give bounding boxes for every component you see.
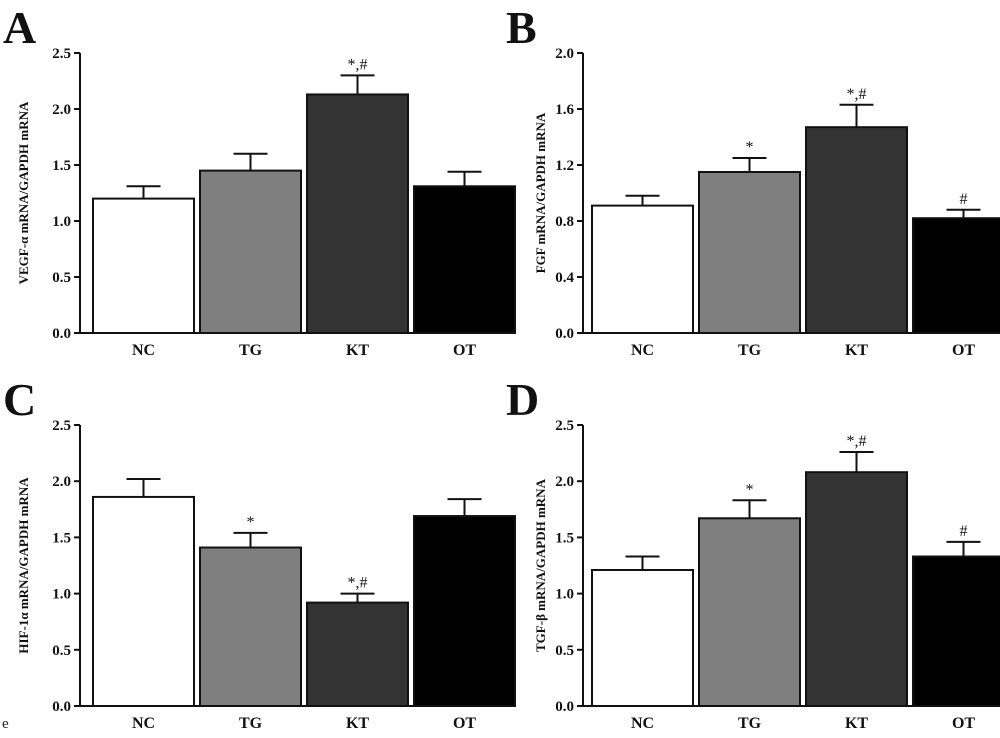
bar-nc [92, 495, 195, 707]
y-tick-label: 0.0 [52, 699, 71, 715]
significance-label-kt: *,# [847, 86, 867, 103]
stray-mark: e [2, 716, 9, 732]
y-tick-label: 0.5 [555, 643, 574, 659]
y-axis-title: HIF-1α mRNA/GAPDH mRNA [16, 477, 31, 654]
x-tick-label-tg: TG [738, 715, 762, 732]
panel-d: D 0.0 0.5 1.0 1.5 2.0 2.5 TGF-β mRNA/GAPDH mRNA… [506, 374, 1000, 732]
bar-ot [413, 515, 516, 707]
bar-tg [199, 169, 302, 334]
y-tick-label: 1.5 [555, 530, 574, 546]
y-tick-label: 1.0 [555, 587, 574, 603]
x-tick-label-nc: NC [631, 342, 654, 359]
bar-kt [306, 93, 409, 334]
x-tick-label-ot: OT [952, 715, 975, 732]
x-tick-label-tg: TG [239, 342, 263, 359]
y-tick-label: 2.0 [555, 474, 574, 490]
panel-c: C 0.0 0.5 1.0 1.5 2.0 2.5 HIF-1α mRNA/GAPDH mRN… [3, 374, 516, 732]
bar-nc [591, 568, 694, 707]
x-tick-label-kt: KT [845, 715, 868, 732]
bar-ot [912, 217, 1000, 334]
panel-a: A 0.0 0.5 1.0 1.5 2.0 2.5 VEGF-α mRNA/GAPDH mRN… [3, 2, 516, 359]
y-tick-label: 0.8 [555, 214, 574, 230]
y-tick-label: 2.0 [52, 102, 71, 118]
significance-label-ot: # [960, 523, 968, 540]
y-axis-title: TGF-β mRNA/GAPDH mRNA [533, 478, 548, 652]
panel-letter: A [3, 2, 36, 53]
significance-label-kt: *,# [348, 56, 368, 73]
y-tick-label: 1.5 [52, 530, 71, 546]
x-tick-label-tg: TG [738, 342, 762, 359]
y-tick-label: 2.0 [555, 46, 574, 62]
panel-letter: D [506, 374, 539, 425]
x-tick-label-ot: OT [453, 715, 476, 732]
bar-tg [199, 546, 302, 707]
y-tick-label: 2.0 [52, 474, 71, 490]
bar-ot [912, 555, 1000, 707]
x-tick-label-kt: KT [845, 342, 868, 359]
x-tick-label-kt: KT [346, 342, 369, 359]
y-tick-label: 2.5 [52, 46, 71, 62]
y-tick-label: 0.0 [52, 326, 71, 342]
panel-b: B 0.0 0.4 0.8 1.2 1.6 2.0 FGF mRNA/GAPDH mRNA NC… [506, 2, 1000, 359]
x-tick-label-nc: NC [132, 342, 155, 359]
y-tick-label: 2.5 [52, 418, 71, 434]
significance-label-ot: # [960, 191, 968, 208]
significance-label-tg: * [746, 139, 754, 156]
x-tick-label-nc: NC [132, 715, 155, 732]
significance-label-tg: * [247, 514, 255, 531]
bar-kt [805, 471, 908, 708]
bar-nc [591, 204, 694, 335]
panel-letter: C [3, 374, 36, 425]
bar-kt [805, 126, 908, 334]
panel-letter: B [506, 2, 537, 53]
y-axis-title: VEGF-α mRNA/GAPDH mRNA [16, 101, 31, 284]
y-axis-title: FGF mRNA/GAPDH mRNA [533, 112, 548, 273]
bar-tg [698, 171, 801, 334]
x-tick-label-nc: NC [631, 715, 654, 732]
x-tick-label-tg: TG [239, 715, 263, 732]
y-tick-label: 1.0 [52, 214, 71, 230]
significance-label-tg: * [746, 481, 754, 498]
y-tick-label: 0.0 [555, 699, 574, 715]
bar-kt [306, 601, 409, 707]
x-tick-label-kt: KT [346, 715, 369, 732]
x-tick-label-ot: OT [952, 342, 975, 359]
y-tick-label: 1.0 [52, 587, 71, 603]
bar-ot [413, 185, 516, 334]
y-tick-label: 0.4 [555, 270, 574, 286]
x-tick-label-ot: OT [453, 342, 476, 359]
y-tick-label: 0.5 [52, 643, 71, 659]
bar-nc [92, 197, 195, 334]
y-tick-label: 0.0 [555, 326, 574, 342]
significance-label-kt: *,# [348, 575, 368, 592]
bar-tg [698, 517, 801, 707]
y-tick-label: 1.6 [555, 102, 574, 118]
y-tick-label: 1.2 [555, 158, 574, 174]
y-tick-label: 2.5 [555, 418, 574, 434]
y-tick-label: 1.5 [52, 158, 71, 174]
y-tick-label: 0.5 [52, 270, 71, 286]
significance-label-kt: *,# [847, 433, 867, 450]
